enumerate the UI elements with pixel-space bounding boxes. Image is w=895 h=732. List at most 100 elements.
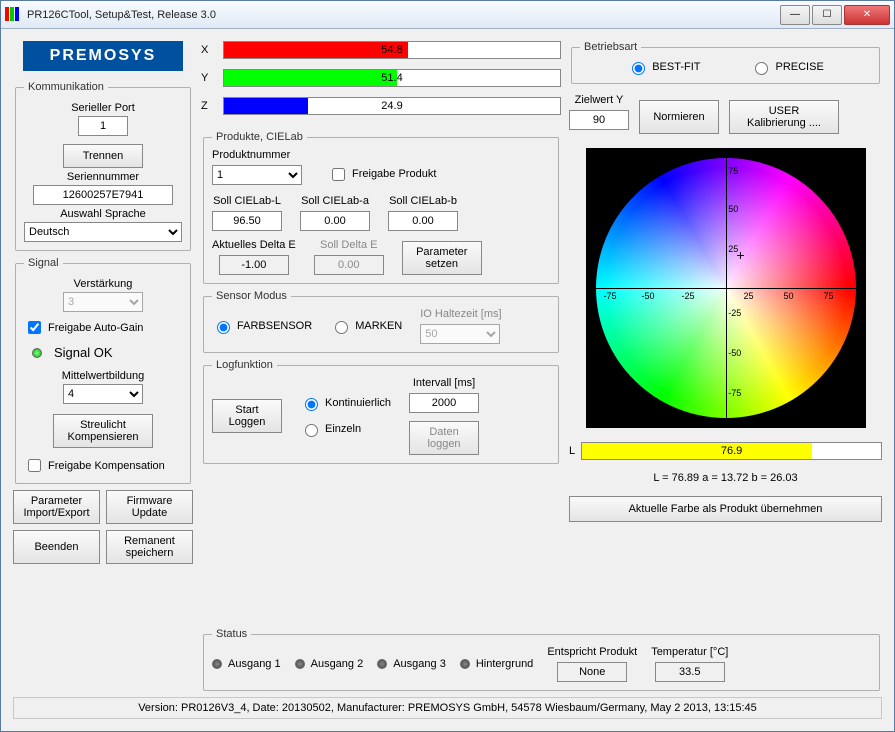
temp-label: Temperatur [°C]	[651, 646, 728, 658]
prodnum-select[interactable]: 1	[212, 165, 302, 185]
targetY-label: Zielwert Y	[575, 94, 624, 106]
usercal-button[interactable]: USER Kalibrierung ....	[729, 100, 839, 134]
L-bar: 76.9	[581, 442, 882, 460]
cont-label: Kontinuierlich	[325, 397, 391, 409]
match-label: Entspricht Produkt	[547, 646, 637, 658]
maximize-button[interactable]: ☐	[812, 5, 842, 25]
marks-label: MARKEN	[355, 320, 402, 332]
autogain-label: Freigabe Auto-Gain	[48, 322, 143, 334]
sollL-input[interactable]	[212, 211, 282, 231]
precise-radio[interactable]	[755, 62, 768, 75]
x-bar: 54.8	[223, 41, 561, 59]
comp-checkbox[interactable]	[28, 459, 41, 472]
precise-label: PRECISE	[775, 61, 823, 73]
out1-label: Ausgang 1	[228, 658, 281, 670]
x-value: 54.8	[381, 44, 402, 56]
interval-label: Intervall [ms]	[413, 377, 475, 389]
title-text: PR126CTool, Setup&Test, Release 3.0	[27, 9, 780, 21]
start-log-button[interactable]: Start Loggen	[212, 399, 282, 433]
serial-label: Seriennummer	[24, 171, 182, 183]
app-window: PR126CTool, Setup&Test, Release 3.0 — ☐ …	[0, 0, 895, 732]
log-legend: Logfunktion	[212, 359, 277, 371]
gain-select: 3	[63, 292, 143, 312]
sollL-label: Soll CIELab-L	[213, 195, 281, 207]
logo: PREMOSYS	[23, 41, 183, 71]
sensor-legend: Sensor Modus	[212, 290, 291, 302]
out2-label: Ausgang 2	[311, 658, 364, 670]
products-group: Produkte, CIELab Produktnummer 1 Freigab…	[203, 131, 559, 284]
z-value: 24.9	[381, 100, 402, 112]
adopt-button[interactable]: Aktuelle Farbe als Produkt übernehmen	[569, 496, 882, 522]
marks-radio[interactable]	[335, 321, 348, 334]
colorsensor-label: FARBSENSOR	[237, 320, 312, 332]
signal-status: Signal OK	[54, 345, 113, 360]
single-radio[interactable]	[305, 424, 318, 437]
set-param-button[interactable]: Parameter setzen	[402, 241, 482, 275]
comm-legend: Kommunikation	[24, 81, 108, 93]
prodnum-label: Produktnummer	[212, 149, 290, 161]
import-export-button[interactable]: Parameter Import/Export	[13, 490, 100, 524]
hold-select: 50	[420, 324, 500, 344]
minimize-button[interactable]: —	[780, 5, 810, 25]
lang-select[interactable]: Deutsch	[24, 222, 182, 242]
out3-led	[377, 659, 387, 669]
xyz-bars: X 54.8 Y 51.4 Z 24.9	[201, 41, 561, 125]
disconnect-button[interactable]: Trennen	[63, 144, 143, 168]
sensor-group: Sensor Modus FARBSENSOR MARKEN IO Haltez…	[203, 290, 559, 353]
serial-field	[33, 185, 173, 205]
gain-label: Verstärkung	[24, 278, 182, 290]
signal-led	[32, 348, 42, 358]
cont-radio[interactable]	[305, 398, 318, 411]
solldE-label: Soll Delta E	[320, 239, 377, 251]
aktdE-label: Aktuelles Delta E	[212, 239, 296, 251]
normalize-button[interactable]: Normieren	[639, 100, 719, 134]
avg-select[interactable]: 4	[63, 384, 143, 404]
out3-label: Ausgang 3	[393, 658, 446, 670]
mode-group: Betriebsart BEST-FIT PRECISE	[571, 41, 880, 84]
remanent-button[interactable]: Remanent speichern	[106, 530, 193, 564]
solla-input[interactable]	[300, 211, 370, 231]
z-bar: 24.9	[223, 97, 561, 115]
release-checkbox[interactable]	[332, 168, 345, 181]
sollb-label: Soll CIELab-b	[389, 195, 457, 207]
app-icon	[5, 7, 21, 23]
sollb-input[interactable]	[388, 211, 458, 231]
data-log-button: Daten loggen	[409, 421, 479, 455]
release-label: Freigabe Produkt	[352, 168, 436, 180]
z-label: Z	[201, 100, 215, 112]
port-input[interactable]	[78, 116, 128, 136]
hold-label: IO Haltezeit [ms]	[420, 308, 501, 320]
comm-group: Kommunikation Serieller Port Trennen Ser…	[15, 81, 191, 251]
interval-input[interactable]	[409, 393, 479, 413]
bestfit-radio[interactable]	[632, 62, 645, 75]
products-legend: Produkte, CIELab	[212, 131, 307, 143]
y-value: 51.4	[381, 72, 402, 84]
match-field	[557, 662, 627, 682]
out1-led	[212, 659, 222, 669]
firmware-button[interactable]: Firmware Update	[106, 490, 193, 524]
temp-field	[655, 662, 725, 682]
titlebar: PR126CTool, Setup&Test, Release 3.0 — ☐ …	[1, 1, 894, 29]
status-legend: Status	[212, 628, 251, 640]
colorsensor-radio[interactable]	[217, 321, 230, 334]
bg-label: Hintergrund	[476, 658, 533, 670]
bestfit-label: BEST-FIT	[652, 61, 700, 73]
targetY-input[interactable]	[569, 110, 629, 130]
autogain-checkbox[interactable]	[28, 321, 41, 334]
lab-readout: L = 76.89 a = 13.72 b = 26.03	[569, 472, 882, 484]
aktdE-field	[219, 255, 289, 275]
solla-label: Soll CIELab-a	[301, 195, 369, 207]
footer: Version: PR0126V3_4, Date: 20130502, Man…	[13, 697, 882, 719]
stray-button[interactable]: Streulicht Kompensieren	[53, 414, 153, 448]
avg-label: Mittelwertbildung	[24, 370, 182, 382]
solldE-field	[314, 255, 384, 275]
close-button[interactable]: ✕	[844, 5, 890, 25]
L-label: L	[569, 445, 575, 457]
lang-label: Auswahl Sprache	[24, 208, 182, 220]
bg-led	[460, 659, 470, 669]
signal-legend: Signal	[24, 257, 63, 269]
y-label: Y	[201, 72, 215, 84]
y-bar: 51.4	[223, 69, 561, 87]
exit-button[interactable]: Beenden	[13, 530, 100, 564]
mode-legend: Betriebsart	[580, 41, 641, 53]
